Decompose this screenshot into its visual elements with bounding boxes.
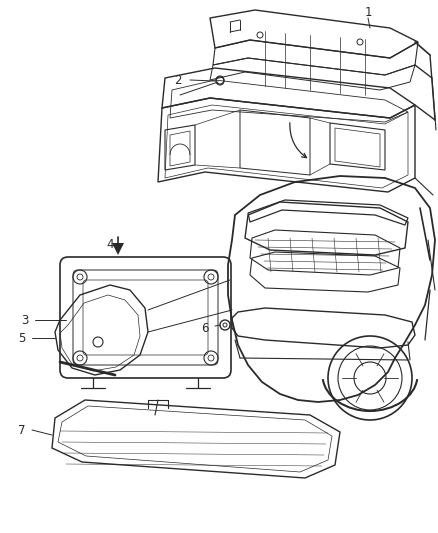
Text: 1: 1 [364, 5, 372, 19]
Text: 6: 6 [201, 321, 209, 335]
Text: 5: 5 [18, 332, 26, 344]
Text: 3: 3 [21, 313, 28, 327]
Text: 7: 7 [18, 424, 26, 437]
Text: 4: 4 [106, 238, 114, 252]
Text: 2: 2 [174, 74, 182, 86]
Polygon shape [112, 243, 124, 255]
